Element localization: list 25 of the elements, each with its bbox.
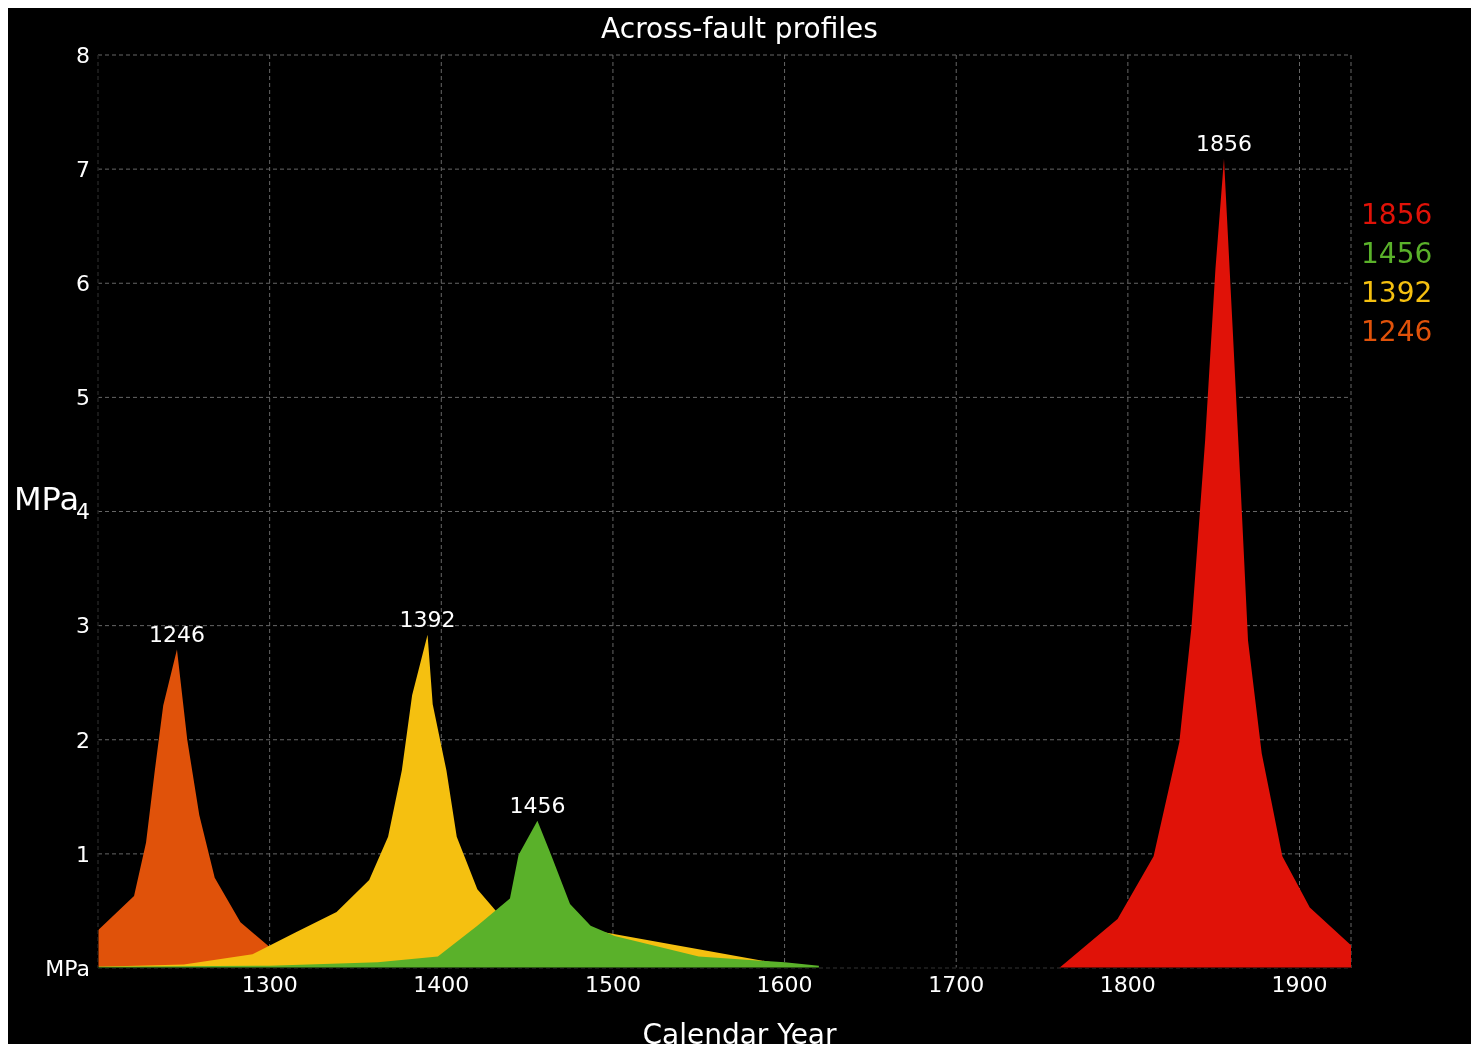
y-tick-label: MPa bbox=[45, 955, 90, 981]
text: 1392 bbox=[1361, 276, 1433, 309]
y-tick-label: 1 bbox=[76, 841, 90, 867]
x-tick-label: 1800 bbox=[1099, 971, 1156, 997]
series-label: 1246 bbox=[148, 621, 205, 647]
y-tick-label: 5 bbox=[76, 385, 90, 411]
x-axis-title: Calendar Year bbox=[641, 1018, 838, 1051]
y-tick-label: 7 bbox=[76, 156, 90, 182]
text: 1456 bbox=[1361, 237, 1433, 270]
y-tick-label: 2 bbox=[76, 727, 90, 753]
y-tick-label: 3 bbox=[76, 613, 90, 639]
series-label: 1456 bbox=[509, 792, 566, 818]
x-tick-label: 1500 bbox=[584, 971, 641, 997]
chart-title: Across-fault profiles bbox=[601, 12, 878, 45]
text: 1246 bbox=[1361, 315, 1433, 348]
x-tick-label: 1400 bbox=[413, 971, 470, 997]
x-tick-label: 1600 bbox=[756, 971, 813, 997]
x-tick-label: 1900 bbox=[1271, 971, 1328, 997]
x-tick-label: 1300 bbox=[241, 971, 298, 997]
y-tick-label: 8 bbox=[76, 42, 90, 68]
text: 1856 bbox=[1361, 198, 1433, 231]
series-label: 1856 bbox=[1195, 130, 1252, 156]
y-tick-label: 6 bbox=[76, 271, 90, 297]
x-tick-label: 1700 bbox=[928, 971, 985, 997]
series-label: 1392 bbox=[399, 606, 456, 632]
